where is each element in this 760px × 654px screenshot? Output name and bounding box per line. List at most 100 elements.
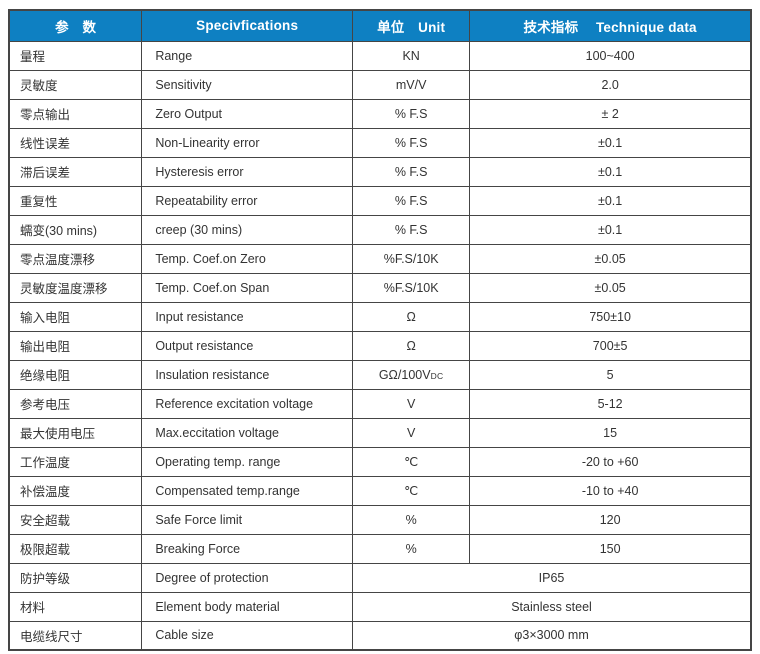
parameter-cn-cell: 电缆线尺寸 bbox=[8, 620, 143, 651]
unit-cell: % F.S bbox=[352, 98, 471, 129]
unit-cell: GΩ/100VDC bbox=[352, 359, 471, 390]
parameter-cn-cell: 补偿温度 bbox=[8, 475, 143, 506]
table-row: 滞后误差 Hysteresis error% F.S ±0.1 bbox=[8, 156, 752, 187]
table-row: 零点温度漂移 Temp. Coef.on Zero %F.S/10K ±0.05 bbox=[8, 243, 752, 274]
table-row: 最大使用电压 Max.eccitation voltage V 15 bbox=[8, 417, 752, 448]
technique-data-cell: 15 bbox=[469, 417, 752, 448]
specification-en-cell: Element body material bbox=[141, 591, 354, 622]
header-cell-technique-data: 技术指标 Technique data bbox=[469, 9, 752, 42]
unit-cell: % bbox=[352, 504, 471, 535]
unit-cell: %F.S/10K bbox=[352, 272, 471, 303]
parameter-cn-cell: 输入电阻 bbox=[8, 301, 143, 332]
technique-data-cell: ±0.1 bbox=[469, 185, 752, 216]
parameter-cn-cell: 量程 bbox=[8, 40, 143, 71]
parameter-cn-cell: 零点温度漂移 bbox=[8, 243, 143, 274]
technique-data-cell: ± 2 bbox=[469, 98, 752, 129]
technique-data-cell: 750±10 bbox=[469, 301, 752, 332]
merged-value-cell: Stainless steel bbox=[352, 591, 752, 622]
unit-cell: V bbox=[352, 388, 471, 419]
table-row: 防护等级 Degree of protection IP65 bbox=[8, 562, 752, 593]
specification-en-cell: Output resistance bbox=[141, 330, 354, 361]
parameter-cn-cell: 安全超载 bbox=[8, 504, 143, 535]
parameter-cn-cell: 防护等级 bbox=[8, 562, 143, 593]
table-row: 极限超载 Breaking Force% 150 bbox=[8, 533, 752, 564]
technique-data-cell: 100~400 bbox=[469, 40, 752, 71]
spec-table: 参 数 Specivfications 单位 Unit 技术指标 Techniq… bbox=[8, 9, 752, 651]
table-row: 工作温度 Operating temp. range ℃ -20 to +60 bbox=[8, 446, 752, 477]
technique-data-cell: 700±5 bbox=[469, 330, 752, 361]
unit-text: GΩ/100V bbox=[378, 367, 431, 382]
unit-cell: Ω bbox=[352, 301, 471, 332]
specification-en-cell: Zero Output bbox=[141, 98, 354, 129]
table-row: 参考电压 Reference excitation voltage V 5-12 bbox=[8, 388, 752, 419]
unit-cell: % F.S bbox=[352, 127, 471, 158]
table-row: 安全超载 Safe Force limit% 120 bbox=[8, 504, 752, 535]
specification-en-cell: Max.eccitation voltage bbox=[141, 417, 354, 448]
unit-cell: V bbox=[352, 417, 471, 448]
table-row: 重复性 Repeatability error% F.S ±0.1 bbox=[8, 185, 752, 216]
merged-value-cell: φ3×3000 mm bbox=[352, 620, 752, 651]
table-row: 灵敏度 Sensitivity mV/V 2.0 bbox=[8, 69, 752, 100]
parameter-cn-cell: 输出电阻 bbox=[8, 330, 143, 361]
header-cell-specifications: Specivfications bbox=[141, 9, 354, 42]
specification-en-cell: Input resistance bbox=[141, 301, 354, 332]
spec-table-header: 参 数 Specivfications 单位 Unit 技术指标 Techniq… bbox=[8, 9, 752, 42]
specification-en-cell: Reference excitation voltage bbox=[141, 388, 354, 419]
table-row: 灵敏度温度漂移 Temp. Coef.on Span %F.S/10K ±0.05 bbox=[8, 272, 752, 303]
table-row: 绝缘电阻 Insulation resistance GΩ/100VDC 5 bbox=[8, 359, 752, 390]
technique-data-cell: ±0.05 bbox=[469, 272, 752, 303]
table-row: 补偿温度 Compensated temp.range ℃ -10 to +40 bbox=[8, 475, 752, 506]
parameter-cn-cell: 重复性 bbox=[8, 185, 143, 216]
table-row: 线性误差 Non-Linearity error% F.S ±0.1 bbox=[8, 127, 752, 158]
unit-cell: ℃ bbox=[352, 446, 471, 477]
parameter-cn-cell: 参考电压 bbox=[8, 388, 143, 419]
unit-cell: Ω bbox=[352, 330, 471, 361]
technique-data-cell: 2.0 bbox=[469, 69, 752, 100]
table-row: 输入电阻 Input resistance Ω 750±10 bbox=[8, 301, 752, 332]
specification-en-cell: Compensated temp.range bbox=[141, 475, 354, 506]
specification-en-cell: Cable size bbox=[141, 620, 354, 651]
parameter-cn-cell: 蠕变(30 mins) bbox=[8, 214, 143, 245]
specification-en-cell: Non-Linearity error bbox=[141, 127, 354, 158]
header-cell-unit: 单位 Unit bbox=[352, 9, 471, 42]
parameter-cn-cell: 最大使用电压 bbox=[8, 417, 143, 448]
specification-en-cell: Breaking Force bbox=[141, 533, 354, 564]
parameter-cn-cell: 灵敏度温度漂移 bbox=[8, 272, 143, 303]
specification-en-cell: Operating temp. range bbox=[141, 446, 354, 477]
specification-en-cell: Sensitivity bbox=[141, 69, 354, 100]
unit-cell: mV/V bbox=[352, 69, 471, 100]
unit-cell: ℃ bbox=[352, 475, 471, 506]
table-row: 蠕变(30 mins) creep (30 mins)% F.S ±0.1 bbox=[8, 214, 752, 245]
spec-table-body: 量程 Range KN 100~400 灵敏度 Sensitivity mV/V 2.0 零点输… bbox=[8, 40, 752, 651]
specification-en-cell: Temp. Coef.on Zero bbox=[141, 243, 354, 274]
unit-cell: % bbox=[352, 533, 471, 564]
parameter-cn-cell: 零点输出 bbox=[8, 98, 143, 129]
parameter-cn-cell: 极限超载 bbox=[8, 533, 143, 564]
table-row: 电缆线尺寸 Cable size φ3×3000 mm bbox=[8, 620, 752, 651]
parameter-cn-cell: 线性误差 bbox=[8, 127, 143, 158]
specification-en-cell: Safe Force limit bbox=[141, 504, 354, 535]
unit-cell: % F.S bbox=[352, 156, 471, 187]
header-cell-parameter: 参 数 bbox=[8, 9, 143, 42]
unit-cell: KN bbox=[352, 40, 471, 71]
header-row: 参 数 Specivfications 单位 Unit 技术指标 Techniq… bbox=[8, 9, 752, 42]
specification-en-cell: Repeatability error bbox=[141, 185, 354, 216]
specification-en-cell: Degree of protection bbox=[141, 562, 354, 593]
specification-en-cell: Range bbox=[141, 40, 354, 71]
parameter-cn-cell: 绝缘电阻 bbox=[8, 359, 143, 390]
technique-data-cell: ±0.1 bbox=[469, 214, 752, 245]
technique-data-cell: 5-12 bbox=[469, 388, 752, 419]
table-row: 输出电阻 Output resistance Ω 700±5 bbox=[8, 330, 752, 361]
unit-cell: % F.S bbox=[352, 214, 471, 245]
table-row: 量程 Range KN 100~400 bbox=[8, 40, 752, 71]
specification-en-cell: Hysteresis error bbox=[141, 156, 354, 187]
technique-data-cell: ±0.1 bbox=[469, 156, 752, 187]
specification-en-cell: Insulation resistance bbox=[141, 359, 354, 390]
technique-data-cell: 5 bbox=[469, 359, 752, 390]
technique-data-cell: -20 to +60 bbox=[469, 446, 752, 477]
technique-data-cell: -10 to +40 bbox=[469, 475, 752, 506]
unit-cell: % F.S bbox=[352, 185, 471, 216]
specification-en-cell: creep (30 mins) bbox=[141, 214, 354, 245]
merged-value-cell: IP65 bbox=[352, 562, 752, 593]
specification-en-cell: Temp. Coef.on Span bbox=[141, 272, 354, 303]
